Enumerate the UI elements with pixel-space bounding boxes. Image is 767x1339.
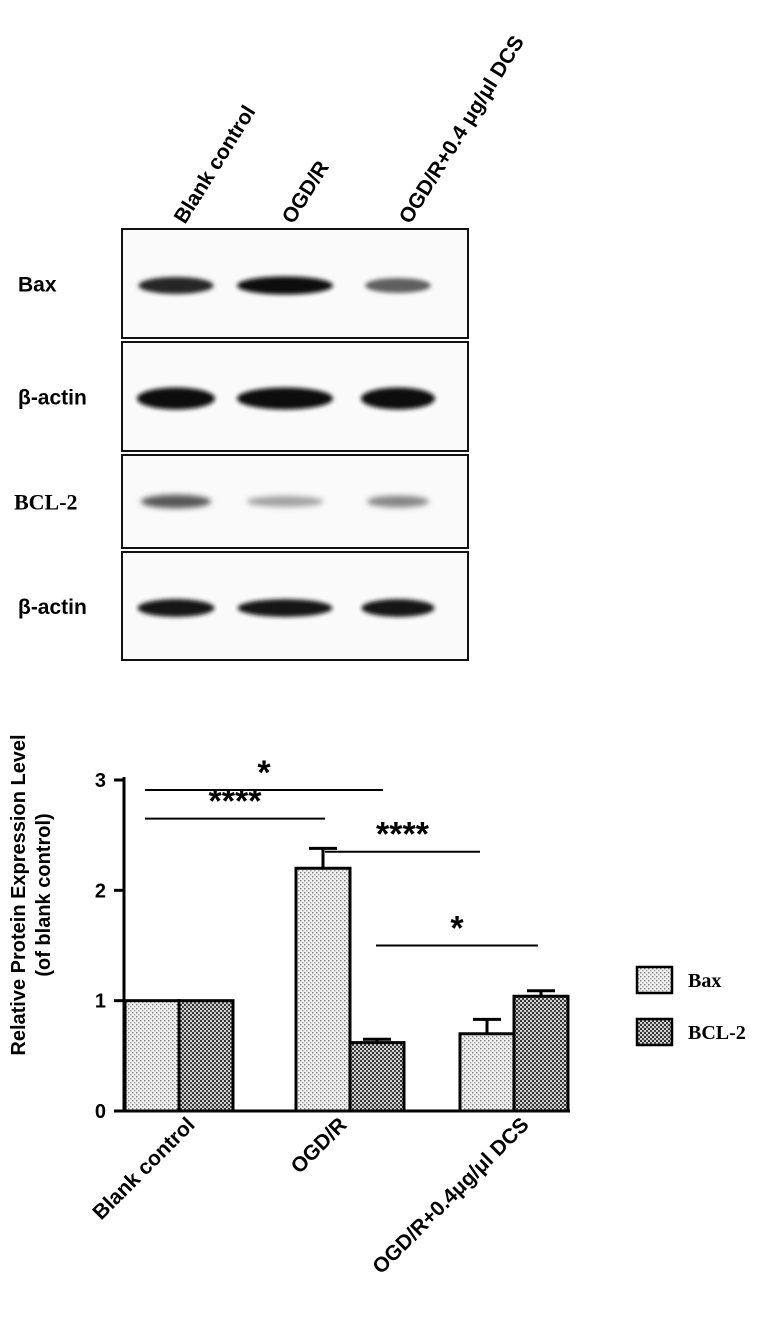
bar-bax-3 bbox=[458, 1032, 516, 1113]
legend-label: BCL-2 bbox=[688, 1022, 746, 1044]
y-axis-label-line2: (of blank control) bbox=[33, 813, 55, 976]
blot-row-1: Bax bbox=[18, 228, 469, 339]
significance-label: * bbox=[257, 754, 271, 792]
blot-band bbox=[367, 495, 429, 508]
blot-band bbox=[137, 387, 215, 410]
y-tick-label: 3 bbox=[95, 770, 106, 792]
blot-band bbox=[361, 599, 435, 617]
blot-row-label: Bax bbox=[18, 274, 57, 297]
significance-label: **** bbox=[376, 816, 430, 854]
blot-band bbox=[138, 277, 214, 294]
legend: Bax BCL-2 bbox=[635, 965, 746, 1047]
legend-swatch bbox=[635, 965, 674, 995]
western-blot-panel: Blank control OGD/R OGD/R+0.4 μg/μl DCS … bbox=[14, 32, 529, 661]
bar-bcl-2-3 bbox=[512, 994, 570, 1113]
blot-band bbox=[237, 387, 333, 410]
bar-bax-2 bbox=[294, 866, 352, 1113]
blot-band bbox=[365, 278, 431, 293]
x-tick-label: Blank control bbox=[88, 1113, 199, 1224]
y-tick-label: 2 bbox=[95, 880, 106, 902]
blot-row-2: β-actin bbox=[18, 341, 469, 452]
blot-row-label: β-actin bbox=[18, 387, 87, 410]
x-tick-label: OGD/R bbox=[287, 1113, 352, 1178]
blot-band bbox=[246, 496, 324, 507]
blot-band bbox=[237, 276, 333, 295]
blot-band bbox=[361, 387, 435, 410]
lane-label-ogdr: OGD/R bbox=[278, 157, 334, 228]
bar-bax-1 bbox=[123, 999, 181, 1113]
legend-swatch bbox=[635, 1017, 674, 1047]
blot-row-3: BCL-2 bbox=[14, 454, 469, 549]
blot-row-4: β-actin bbox=[18, 551, 469, 661]
x-tick-label: OGD/R+0.4μg/μl DCS bbox=[368, 1113, 533, 1278]
y-axis-label-line1: Relative Protein Expression Level bbox=[8, 734, 30, 1055]
significance-label: * bbox=[450, 910, 464, 948]
blot-band bbox=[140, 494, 212, 509]
y-tick-label: 0 bbox=[95, 1101, 106, 1123]
legend-label: Bax bbox=[688, 970, 721, 992]
blot-band bbox=[237, 599, 333, 617]
y-tick-label: 1 bbox=[95, 991, 106, 1013]
blot-band bbox=[137, 599, 215, 617]
lane-label-blank-control: Blank control bbox=[170, 102, 261, 228]
bar-chart: Relative Protein Expression Level (of bl… bbox=[8, 734, 746, 1278]
significance-label: **** bbox=[209, 783, 263, 821]
bar-bcl-2-1 bbox=[177, 999, 235, 1113]
lane-label-ogdr-dcs: OGD/R+0.4 μg/μl DCS bbox=[395, 32, 529, 228]
blot-row-label: β-actin bbox=[18, 596, 87, 619]
blot-row-label: BCL-2 bbox=[14, 490, 78, 515]
bar-bcl-2-2 bbox=[348, 1041, 406, 1113]
